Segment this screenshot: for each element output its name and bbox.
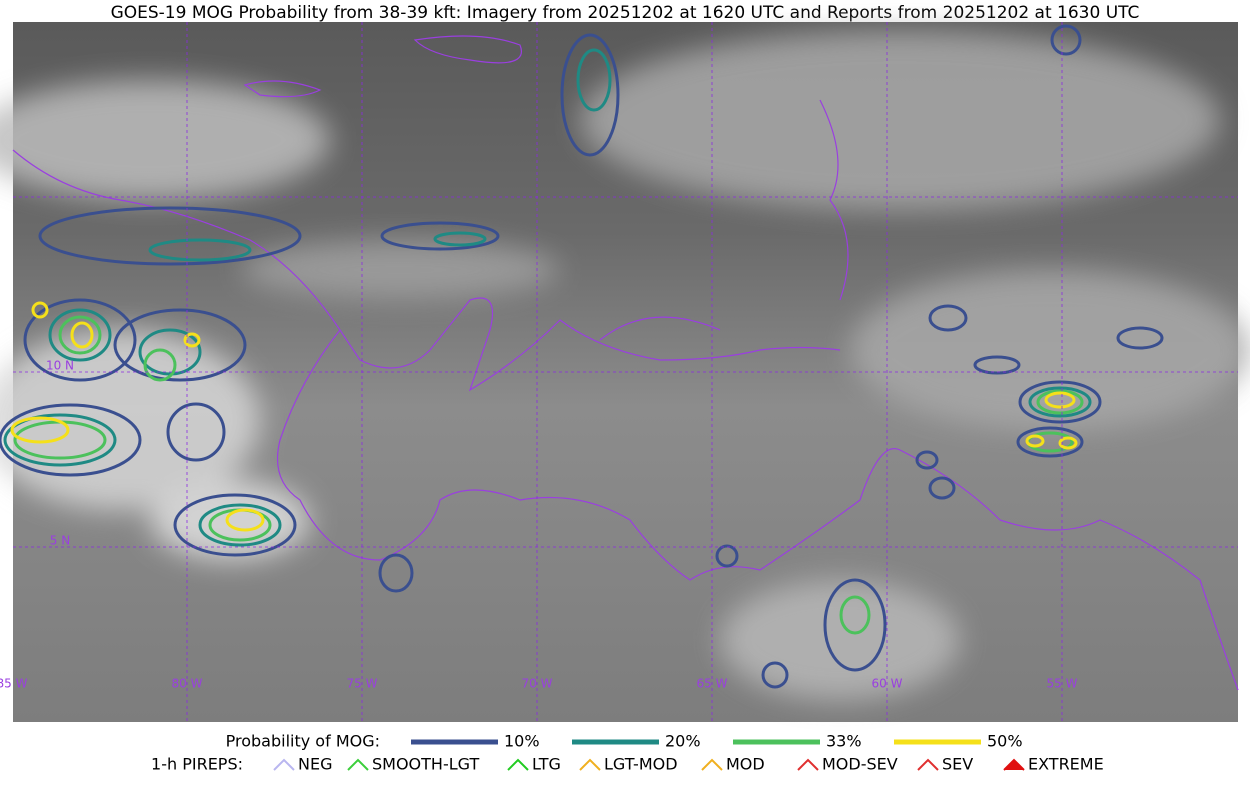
lon-label: 55 W xyxy=(1047,677,1078,691)
satellite-map: 85 W 80 W 75 W 70 W 65 W 60 W 55 W 10 N 5 N xyxy=(0,22,1250,722)
lon-label: 75 W xyxy=(347,677,378,691)
title: GOES-19 MOG Probability from 38-39 kft: … xyxy=(111,3,1140,23)
legend-symbol xyxy=(917,758,939,771)
legend-label: LGT-MOD xyxy=(604,755,678,774)
legend-label: LTG xyxy=(532,755,561,774)
lon-label: 85 W xyxy=(0,677,28,691)
legend-label: EXTREME xyxy=(1028,755,1104,774)
lon-label: 70 W xyxy=(522,677,553,691)
legend-symbol xyxy=(507,758,529,771)
lat-label: 10 N xyxy=(46,359,74,373)
legend-title: Probability of MOG: xyxy=(226,732,380,751)
lon-label: 60 W xyxy=(872,677,903,691)
lon-label: 80 W xyxy=(172,677,203,691)
legend-label: MOD xyxy=(726,755,765,774)
legend-symbol xyxy=(797,758,819,771)
lat-label: 5 N xyxy=(50,534,70,548)
legend-symbol xyxy=(701,758,723,771)
legend-symbol xyxy=(273,758,295,771)
legend-label: 20% xyxy=(665,732,701,751)
legend: Probability of MOG: 10% 20% 33% 50% 1-h PIREP… xyxy=(151,732,1104,774)
legend-symbol xyxy=(347,758,369,771)
legend-label: SEV xyxy=(942,755,973,774)
legend-label: 10% xyxy=(504,732,540,751)
legend-label: SMOOTH-LGT xyxy=(372,755,479,774)
legend-label: 50% xyxy=(987,732,1023,751)
legend-symbol xyxy=(1003,758,1025,771)
legend-symbol xyxy=(579,758,601,771)
lon-label: 65 W xyxy=(697,677,728,691)
legend-label: 33% xyxy=(826,732,862,751)
legend-title: 1-h PIREPS: xyxy=(151,755,243,774)
legend-label: MOD-SEV xyxy=(822,755,898,774)
legend-label: NEG xyxy=(298,755,332,774)
